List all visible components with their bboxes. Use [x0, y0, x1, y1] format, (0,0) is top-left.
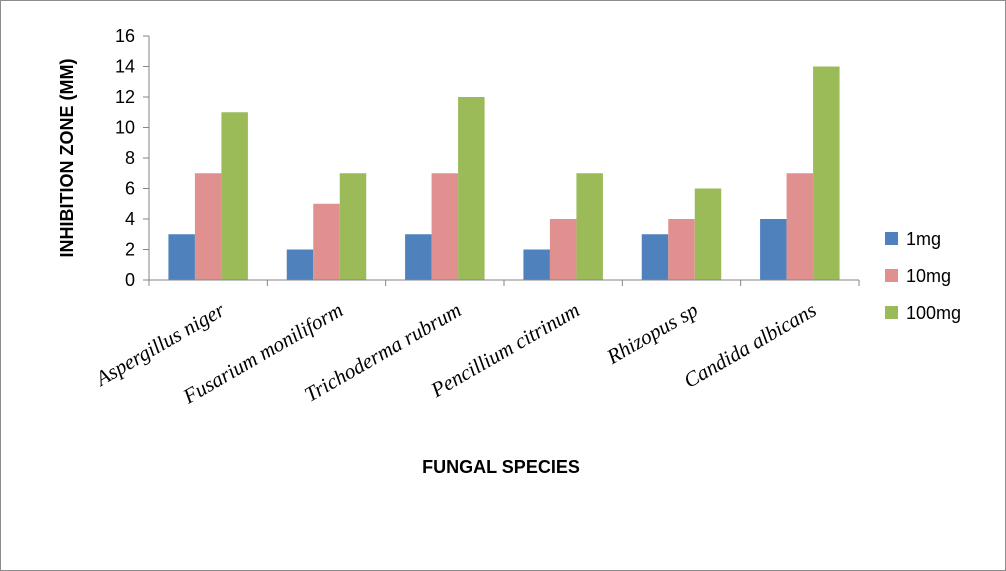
- bar-1mg-1: [168, 234, 195, 280]
- bar-1mg-2: [286, 249, 314, 280]
- bar-1mg-6: [760, 219, 787, 280]
- y-axis-title: INHIBITION ZONE (MM): [57, 59, 77, 258]
- bar-1mg-4: [523, 249, 550, 280]
- y-tick-label-14: 14: [115, 57, 135, 77]
- bar-1mg-3: [405, 234, 432, 280]
- bar-100mg-1: [221, 112, 248, 280]
- bar-10mg-6: [786, 173, 814, 280]
- legend: 1mg 10mg 100mg: [885, 229, 961, 323]
- legend-swatch-10mg: [885, 269, 898, 282]
- bar-100mg-4: [576, 173, 603, 280]
- bar-100mg-5: [694, 188, 722, 280]
- y-tick-label-2: 2: [125, 240, 135, 260]
- legend-label-1mg: 1mg: [906, 229, 941, 249]
- x-category-label-6: Candida albicans: [679, 298, 820, 393]
- y-tick-label-4: 4: [125, 209, 135, 229]
- bar-100mg-2: [339, 173, 367, 280]
- y-tick-label-6: 6: [125, 179, 135, 199]
- bar-10mg-1: [194, 173, 222, 280]
- y-tick-label-8: 8: [125, 148, 135, 168]
- bar-10mg-3: [431, 173, 459, 280]
- legend-label-10mg: 10mg: [906, 266, 951, 286]
- y-tick-label-0: 0: [125, 270, 135, 290]
- bar-10mg-2: [313, 203, 340, 280]
- bar-10mg-5: [668, 219, 695, 280]
- x-category-label-5: Rhizopus sp: [602, 298, 702, 370]
- bar-100mg-3: [458, 97, 485, 280]
- legend-label-100mg: 100mg: [906, 303, 961, 323]
- legend-swatch-100mg: [885, 306, 898, 319]
- legend-swatch-1mg: [885, 232, 898, 245]
- x-axis-title: FUNGAL SPECIES: [422, 457, 580, 477]
- y-tick-label-12: 12: [115, 87, 135, 107]
- plot-area: [168, 66, 840, 280]
- y-tick-label-16: 16: [115, 26, 135, 46]
- bar-100mg-6: [813, 66, 840, 280]
- y-tick-label-10: 10: [115, 118, 135, 138]
- bar-1mg-5: [641, 234, 669, 280]
- bar-10mg-4: [549, 219, 577, 280]
